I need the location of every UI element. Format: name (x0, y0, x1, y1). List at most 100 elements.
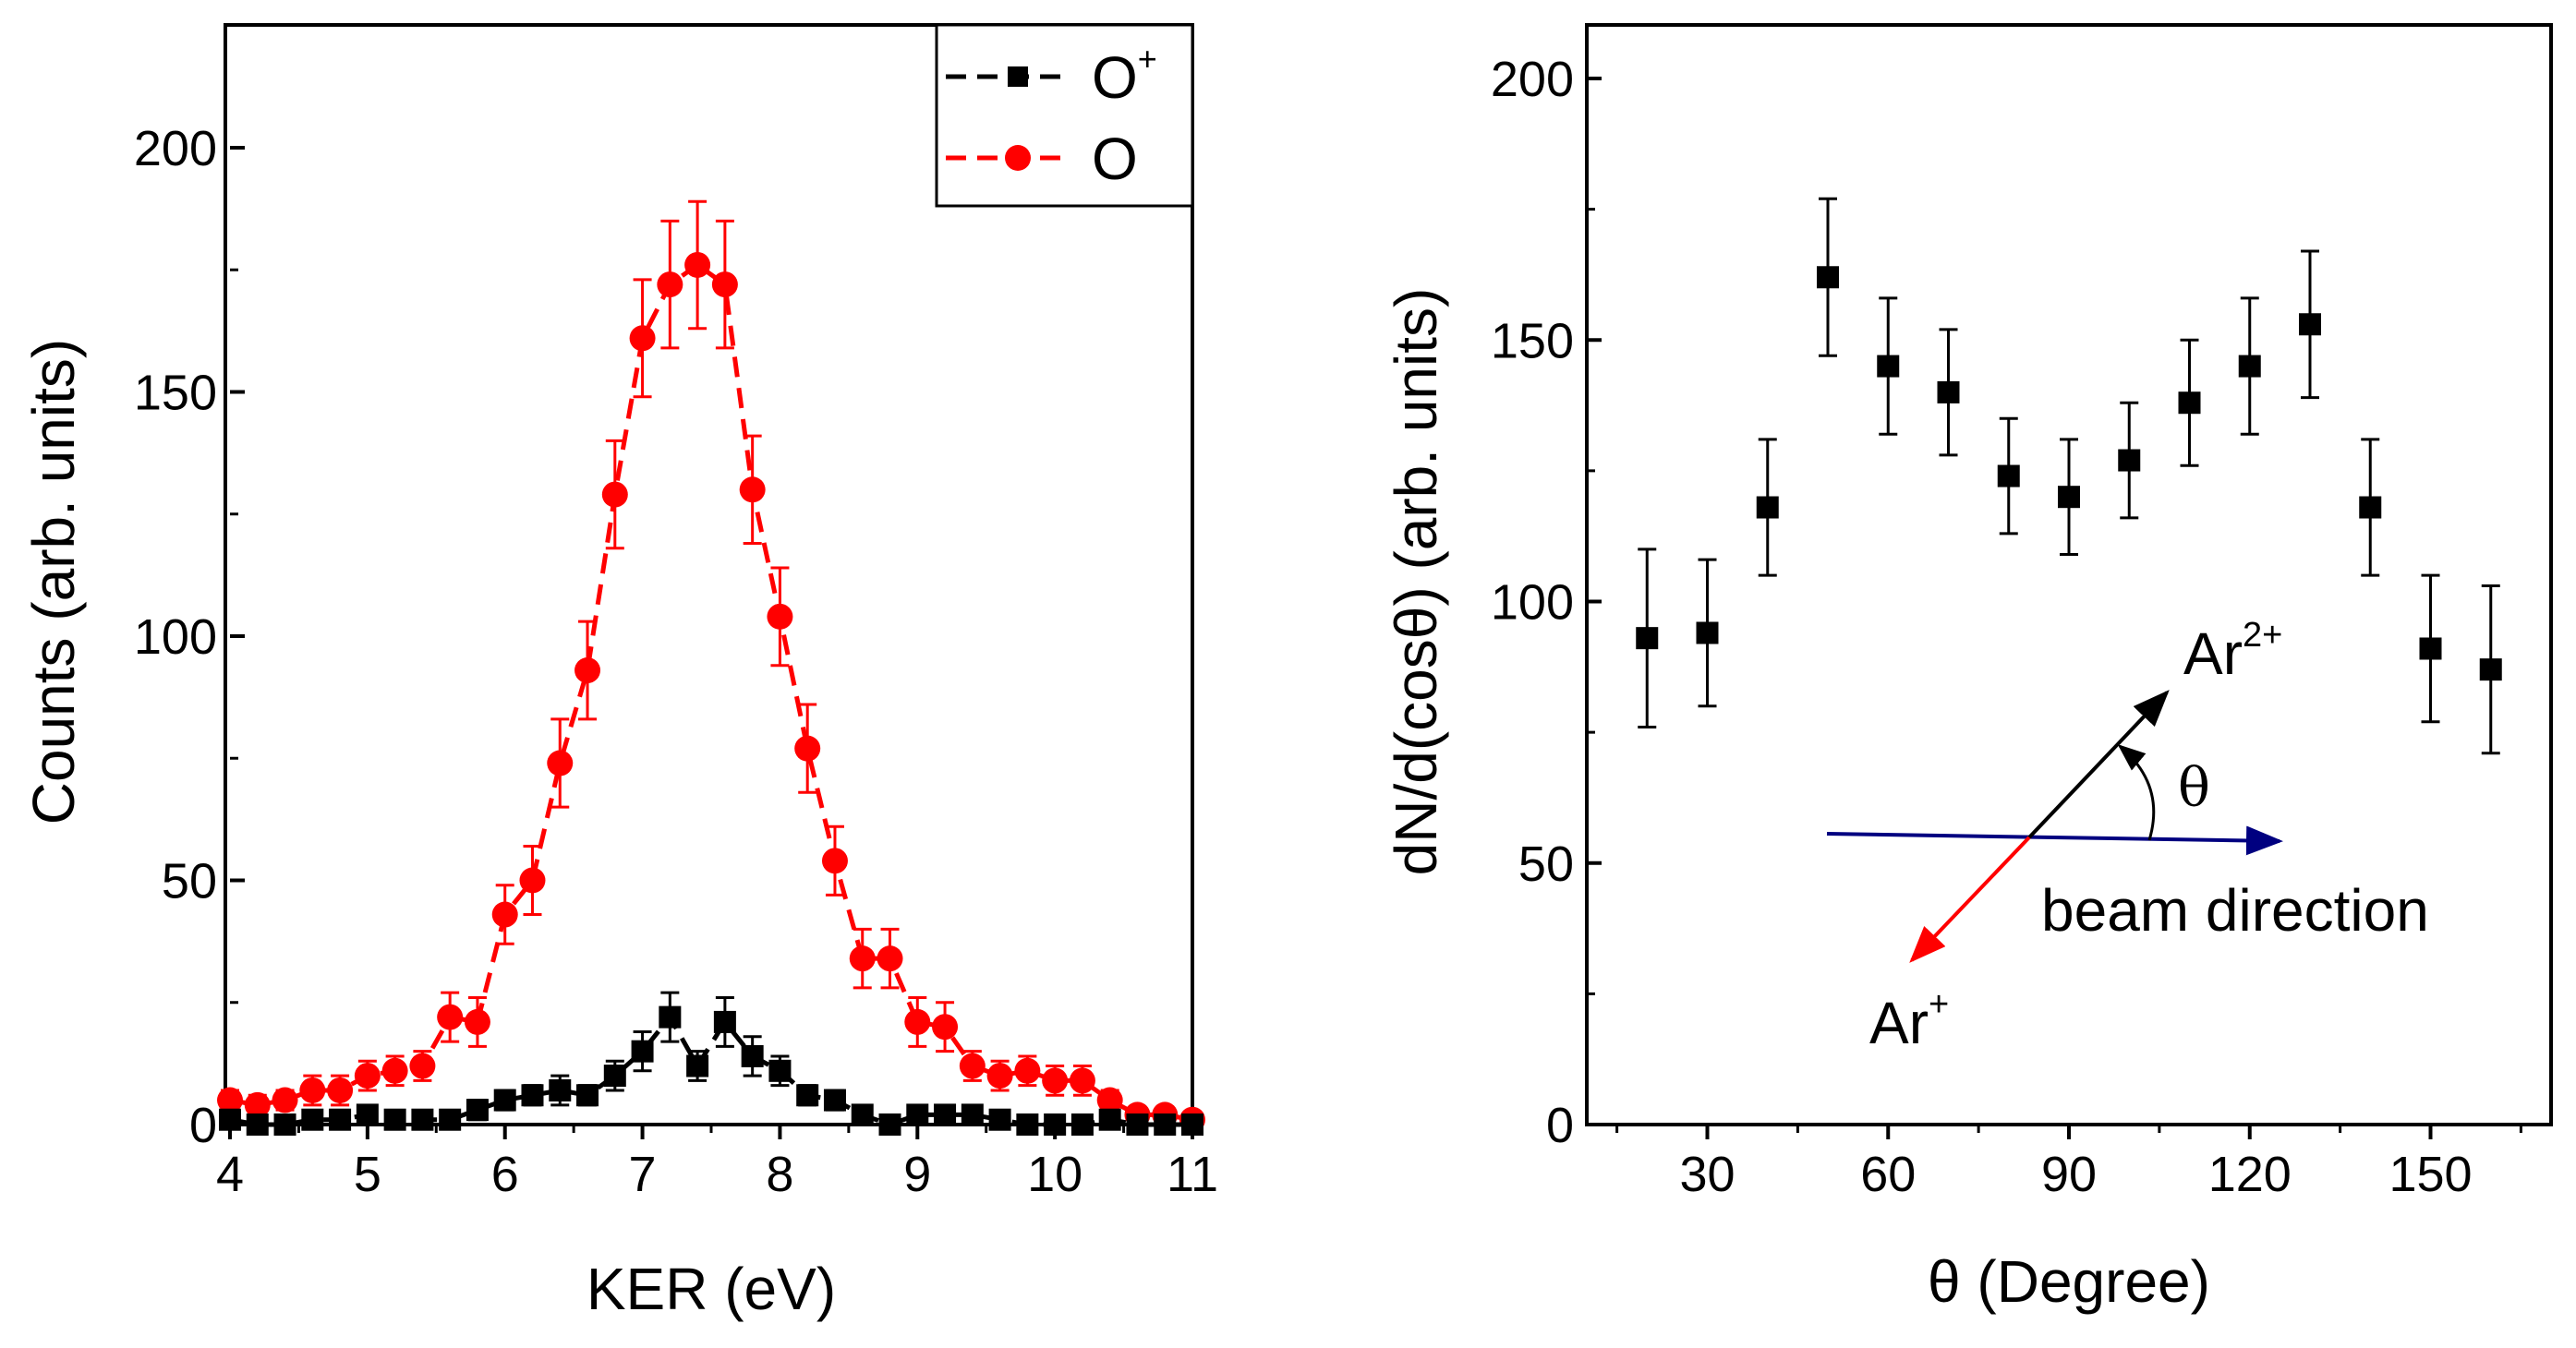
data-point-o- (1044, 1113, 1067, 1136)
y-tick-label: 100 (1491, 575, 1574, 631)
data-point-o (491, 901, 518, 928)
data-point-o- (741, 1044, 764, 1067)
data-point-o- (1016, 1113, 1039, 1136)
data-point-o- (1154, 1113, 1177, 1136)
data-point-o- (1070, 1113, 1094, 1136)
left-y-axis-label: Counts (arb. units) (20, 339, 87, 824)
data-point-o- (576, 1084, 599, 1107)
y-tick-label: 100 (134, 609, 217, 665)
x-tick-label: 4 (216, 1147, 244, 1202)
x-tick-label: 8 (766, 1147, 793, 1202)
data-point-o (959, 1053, 986, 1079)
y-tick-label: 0 (1546, 1098, 1574, 1153)
geometry-diagram: Ar2+ θ beam direction Ar+ (1826, 616, 2429, 1056)
data-point-dn-d-cos- (1756, 496, 1779, 519)
data-point-o- (493, 1089, 516, 1112)
x-tick-label: 10 (1027, 1147, 1082, 1202)
data-point-o- (768, 1059, 792, 1082)
data-point-o (629, 325, 656, 352)
data-point-o- (549, 1078, 572, 1101)
right-chart: 0 50 100 150 200 30 60 90 120 150 θ (Degree) dN/d… (1383, 23, 2553, 1315)
data-point-o (1042, 1067, 1069, 1094)
data-point-o- (851, 1103, 874, 1126)
data-point-dn-d-cos- (1877, 355, 1900, 378)
data-point-o- (1098, 1108, 1121, 1131)
x-tick-label: 150 (2389, 1147, 2472, 1202)
data-point-o (821, 848, 848, 874)
data-point-o (657, 271, 683, 298)
data-point-o- (713, 1010, 736, 1033)
data-point-o- (301, 1108, 324, 1131)
data-point-o- (1181, 1113, 1203, 1136)
data-point-dn-d-cos- (2359, 496, 2382, 519)
data-point-o (1014, 1057, 1041, 1084)
data-point-o (877, 945, 903, 972)
data-point-o (1069, 1067, 1095, 1094)
data-point-o (217, 1087, 243, 1113)
x-tick-label: 9 (903, 1147, 931, 1202)
data-point-dn-d-cos- (2178, 391, 2201, 415)
left-data (217, 199, 1205, 1136)
data-point-o (244, 1091, 271, 1118)
data-point-o- (686, 1054, 709, 1077)
data-point-o (272, 1087, 298, 1113)
x-tick-label: 7 (629, 1147, 657, 1202)
data-point-o- (988, 1108, 1011, 1131)
left-plot-frame (224, 23, 1194, 1126)
legend-label-o-plus: O+ (1092, 40, 1157, 111)
data-point-dn-d-cos- (1997, 464, 2020, 487)
data-point-o- (356, 1103, 379, 1126)
data-point-o (574, 657, 601, 684)
data-point-dn-d-cos- (2419, 637, 2442, 660)
ar2-plus-label: Ar2+ (2183, 616, 2282, 687)
legend: O+ O (935, 23, 1194, 208)
data-point-o- (934, 1103, 957, 1126)
data-point-o- (823, 1089, 846, 1112)
y-tick-label: 50 (162, 854, 217, 909)
ar-plus-label: Ar+ (1869, 985, 1949, 1056)
ar-plus-arrow (1909, 836, 2031, 963)
data-point-o (381, 1057, 408, 1084)
data-point-o (794, 735, 821, 762)
data-point-o- (411, 1108, 434, 1131)
x-tick-label: 60 (1860, 1147, 1916, 1202)
data-point-dn-d-cos- (2479, 658, 2502, 681)
y-tick-label: 150 (1491, 313, 1574, 368)
data-point-o (932, 1014, 959, 1041)
data-point-o- (961, 1103, 984, 1126)
right-data (1636, 197, 2502, 755)
x-tick-label: 6 (491, 1147, 519, 1202)
data-point-o (601, 481, 628, 508)
data-point-dn-d-cos- (2058, 486, 2080, 509)
data-point-o- (246, 1113, 269, 1136)
ar2-plus-arrow (2027, 690, 2170, 839)
series-line-o (229, 261, 1193, 1123)
y-tick-label: 200 (134, 121, 217, 176)
data-point-o (1096, 1087, 1123, 1113)
data-point-o (464, 1008, 490, 1035)
x-tick-label: 90 (2041, 1147, 2097, 1202)
data-point-o (904, 1008, 931, 1035)
data-point-o- (273, 1113, 296, 1136)
x-tick-label: 11 (1167, 1147, 1218, 1202)
left-ticks: 0 50 100 150 200 4 5 6 7 8 9 10 11 (134, 121, 1218, 1202)
data-point-dn-d-cos- (1937, 380, 1960, 403)
data-point-dn-d-cos- (1636, 627, 1659, 650)
theta-label: θ (2178, 756, 2210, 819)
data-point-o- (659, 1005, 682, 1029)
y-tick-label: 150 (134, 366, 217, 421)
data-point-o- (383, 1108, 406, 1131)
data-point-o- (878, 1113, 901, 1136)
right-y-axis-label: dN/d(cosθ) (arb. units) (1383, 288, 1449, 876)
beam-direction-label: beam direction (2041, 877, 2429, 944)
legend-label-o: O (1092, 126, 1138, 192)
theta-angle-arc (2117, 744, 2156, 841)
right-plot-frame (1585, 23, 2553, 1126)
right-ticks: 0 50 100 150 200 30 60 90 120 150 (1491, 52, 2522, 1202)
right-x-axis-label: θ (Degree) (1928, 1248, 2210, 1315)
data-point-o- (329, 1108, 352, 1131)
data-point-o (849, 945, 876, 972)
legend-marker-o (1005, 145, 1031, 171)
beam-direction-arrow (1826, 825, 2283, 856)
